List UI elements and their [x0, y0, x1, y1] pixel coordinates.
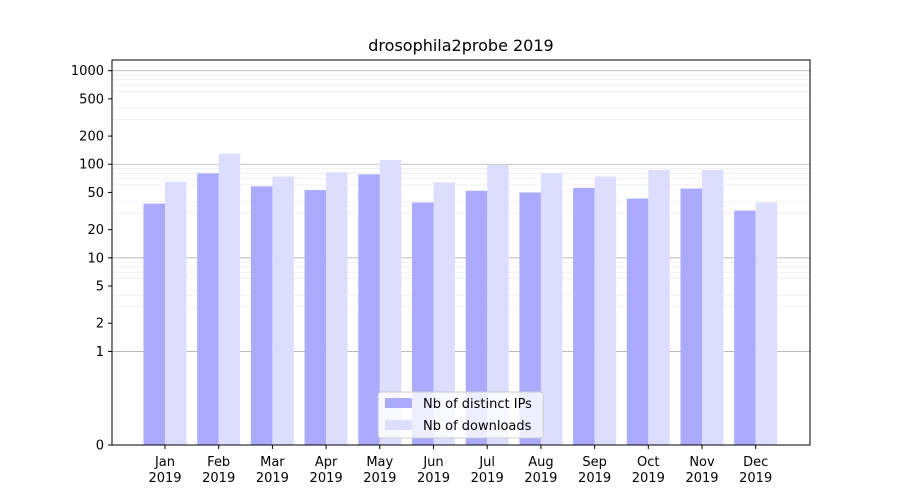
- bar-downloads: [648, 169, 670, 445]
- legend-frame: [377, 391, 544, 439]
- bar-downloads: [487, 165, 509, 445]
- bar-distinct-ips: [680, 188, 702, 445]
- x-tick-label: Mar 2019: [256, 455, 289, 486]
- bar-downloads: [379, 160, 402, 445]
- bar-distinct-ips: [626, 198, 649, 445]
- y-tick-label: 500: [79, 92, 104, 107]
- legend-label-downloads: Nb of downloads: [423, 419, 532, 434]
- bar-distinct-ips: [304, 190, 327, 445]
- x-tick-label: Sep 2019: [578, 455, 611, 486]
- bar-distinct-ips: [143, 203, 165, 445]
- legend-swatch-ips: [385, 398, 412, 408]
- x-tick-label: Jan 2019: [148, 455, 181, 486]
- chart-title: drosophila2probe 2019: [368, 36, 553, 55]
- legend: Nb of distinct IPs Nb of downloads: [377, 391, 544, 439]
- bar-distinct-ips: [519, 192, 541, 445]
- y-tick-label: 1000: [71, 64, 104, 79]
- bar-distinct-ips: [197, 173, 219, 445]
- x-tick-label: Oct 2019: [632, 455, 665, 486]
- bar-downloads: [433, 182, 455, 445]
- legend-label-ips: Nb of distinct IPs: [423, 397, 532, 412]
- bar-distinct-ips: [358, 174, 380, 445]
- x-tick-label: Jun 2019: [417, 455, 450, 486]
- x-tick-label: Nov 2019: [685, 455, 718, 486]
- bar-distinct-ips: [250, 186, 273, 445]
- y-axis: 0 1 2 5 10 20 50 100 200 500 1000: [71, 64, 112, 454]
- bar-distinct-ips: [412, 202, 434, 445]
- y-tick-label: 200: [79, 130, 104, 145]
- y-tick-label: 10: [87, 251, 104, 266]
- bars-layer: [143, 153, 778, 446]
- x-tick-label: Apr 2019: [310, 455, 343, 486]
- bar-downloads: [540, 173, 563, 445]
- x-tick-label: Aug 2019: [524, 455, 557, 486]
- x-tick-label: May 2019: [363, 455, 396, 486]
- x-tick-label: Jul 2019: [471, 455, 504, 486]
- y-tick-label: 50: [87, 186, 104, 201]
- plot-frame: [111, 59, 811, 446]
- bar-distinct-ips: [573, 187, 595, 445]
- bar-distinct-ips: [465, 190, 488, 445]
- y-tick-label: 2: [96, 317, 104, 332]
- x-tick-label: Feb 2019: [202, 455, 235, 486]
- x-tick-label: Dec 2019: [739, 455, 772, 486]
- y-tick-label: 20: [87, 223, 104, 238]
- x-axis: Jan 2019 Feb 2019 Mar 2019 Apr 2019 May 2019 Jun 20…: [148, 445, 772, 486]
- bar-distinct-ips: [734, 210, 756, 445]
- y-tick-label: 0: [96, 439, 104, 454]
- bar-downloads: [594, 176, 617, 446]
- bar-downloads: [755, 202, 778, 445]
- axes-layer: [111, 59, 811, 446]
- y-tick-label: 1: [96, 345, 104, 360]
- y-tick-label: 100: [79, 158, 104, 173]
- y-tick-label: 5: [96, 280, 104, 295]
- bar-downloads: [702, 169, 724, 445]
- bar-downloads: [326, 172, 348, 446]
- bar-downloads: [218, 153, 241, 446]
- legend-swatch-downloads: [385, 420, 412, 430]
- bar-downloads: [165, 181, 187, 446]
- bar-downloads: [272, 176, 294, 446]
